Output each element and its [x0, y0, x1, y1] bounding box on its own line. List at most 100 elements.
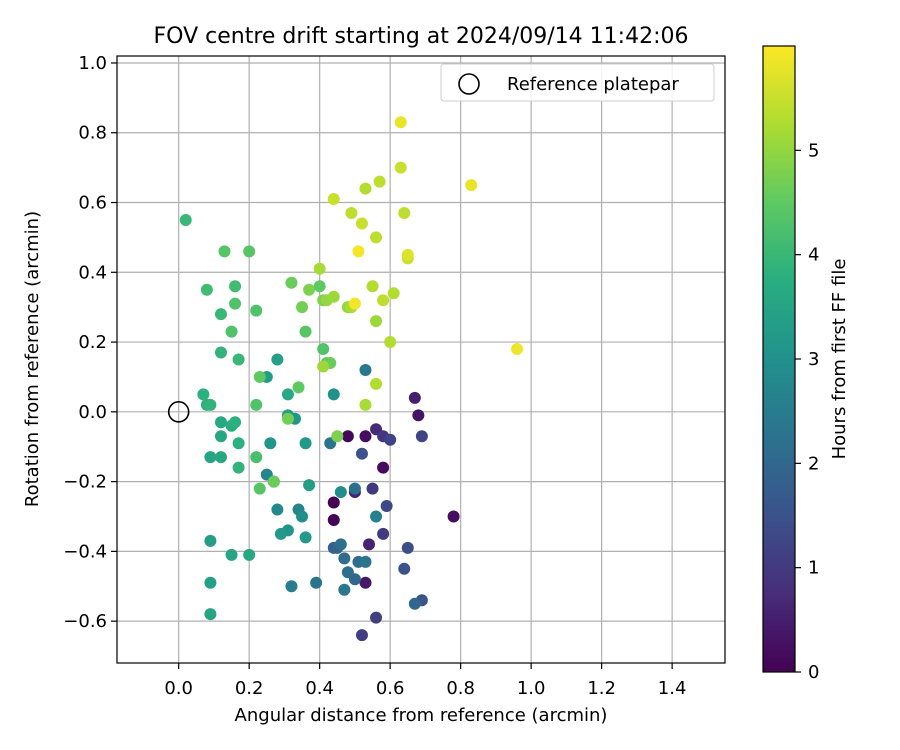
x-tick-label: 0.4 — [305, 678, 334, 699]
data-point — [296, 510, 309, 523]
data-point — [384, 336, 397, 349]
data-point — [366, 482, 379, 495]
data-point — [229, 416, 242, 429]
data-point — [243, 548, 256, 561]
y-tick-label: 0.8 — [78, 123, 107, 144]
data-points — [179, 116, 524, 642]
y-tick-label: −0.2 — [63, 472, 107, 493]
data-point — [408, 391, 421, 404]
colorbar-tick-label: 1 — [808, 558, 819, 579]
data-point — [179, 213, 192, 226]
data-point — [204, 451, 217, 464]
data-point — [465, 179, 478, 192]
data-point — [253, 482, 266, 495]
data-point — [384, 433, 397, 446]
data-point — [264, 437, 277, 450]
colorbar: 0 1 2 3 4 5 Hours from first FF file — [762, 45, 850, 683]
data-point — [511, 343, 524, 356]
colorbar-tick-label: 4 — [808, 245, 819, 266]
plot-frame — [116, 55, 726, 664]
data-point — [200, 283, 213, 296]
data-point — [370, 231, 383, 244]
data-point — [359, 363, 372, 376]
data-point — [303, 479, 316, 492]
data-point — [204, 576, 217, 589]
colorbar-tick-label: 2 — [808, 453, 819, 474]
data-point — [327, 193, 340, 206]
data-point — [204, 608, 217, 621]
data-point — [292, 381, 305, 394]
data-point — [299, 531, 312, 544]
data-point — [299, 325, 312, 338]
y-tick-label: 0.2 — [78, 332, 107, 353]
data-point — [338, 583, 351, 596]
x-tick-label: 1.2 — [587, 678, 616, 699]
data-point — [447, 510, 460, 523]
data-point — [348, 482, 361, 495]
data-point — [327, 513, 340, 526]
data-point — [214, 451, 227, 464]
data-point — [331, 430, 344, 443]
colorbar-tick-label: 0 — [808, 662, 819, 683]
y-tick-label: 0.4 — [78, 262, 107, 283]
data-point — [296, 301, 309, 314]
data-point — [363, 538, 376, 551]
x-tick-label: 0.6 — [376, 678, 405, 699]
data-point — [232, 353, 245, 366]
data-point — [359, 555, 372, 568]
data-point — [310, 576, 323, 589]
legend-marker-icon — [458, 73, 480, 95]
data-point — [317, 343, 330, 356]
data-point — [359, 182, 372, 195]
y-tick-label: −0.6 — [63, 611, 107, 632]
data-point — [359, 576, 372, 589]
data-point — [355, 217, 368, 230]
data-point — [415, 430, 428, 443]
data-point — [271, 503, 284, 516]
data-point — [341, 430, 354, 443]
chart-title: FOV centre drift starting at 2024/09/14 … — [154, 24, 689, 49]
data-point — [218, 245, 231, 258]
x-tick-label: 0.2 — [235, 678, 264, 699]
data-point — [225, 325, 238, 338]
y-tick-label: 1.0 — [78, 53, 107, 74]
data-point — [299, 437, 312, 450]
data-point — [334, 538, 347, 551]
data-point — [214, 308, 227, 321]
data-point — [197, 388, 210, 401]
data-point — [327, 290, 340, 303]
x-tick-label: 1.0 — [517, 678, 546, 699]
data-point — [348, 573, 361, 586]
data-point — [243, 245, 256, 258]
colorbar-gradient — [762, 45, 796, 673]
data-point — [285, 276, 298, 289]
data-point — [394, 116, 407, 129]
colorbar-label: Hours from first FF file — [829, 259, 850, 460]
data-point — [387, 287, 400, 300]
data-point — [377, 461, 390, 474]
data-point — [355, 629, 368, 642]
data-point — [232, 461, 245, 474]
y-axis-ticks: −0.6 −0.4 −0.2 0.0 0.2 0.4 0.6 0.8 1.0 — [63, 53, 117, 632]
legend: Reference platepar — [440, 63, 715, 102]
data-point — [398, 562, 411, 575]
data-point — [274, 527, 287, 540]
data-point — [313, 280, 326, 293]
data-point — [370, 315, 383, 328]
data-point — [281, 388, 294, 401]
y-tick-label: −0.4 — [63, 541, 107, 562]
x-tick-label: 1.4 — [658, 678, 687, 699]
data-point — [229, 297, 242, 310]
data-point — [317, 360, 330, 373]
data-point — [370, 510, 383, 523]
data-point — [401, 248, 414, 261]
data-point — [377, 527, 390, 540]
data-point — [250, 451, 263, 464]
data-point — [204, 534, 217, 547]
data-point — [334, 486, 347, 499]
data-point — [359, 430, 372, 443]
data-point — [214, 416, 227, 429]
data-point — [303, 283, 316, 296]
data-point — [412, 409, 425, 422]
